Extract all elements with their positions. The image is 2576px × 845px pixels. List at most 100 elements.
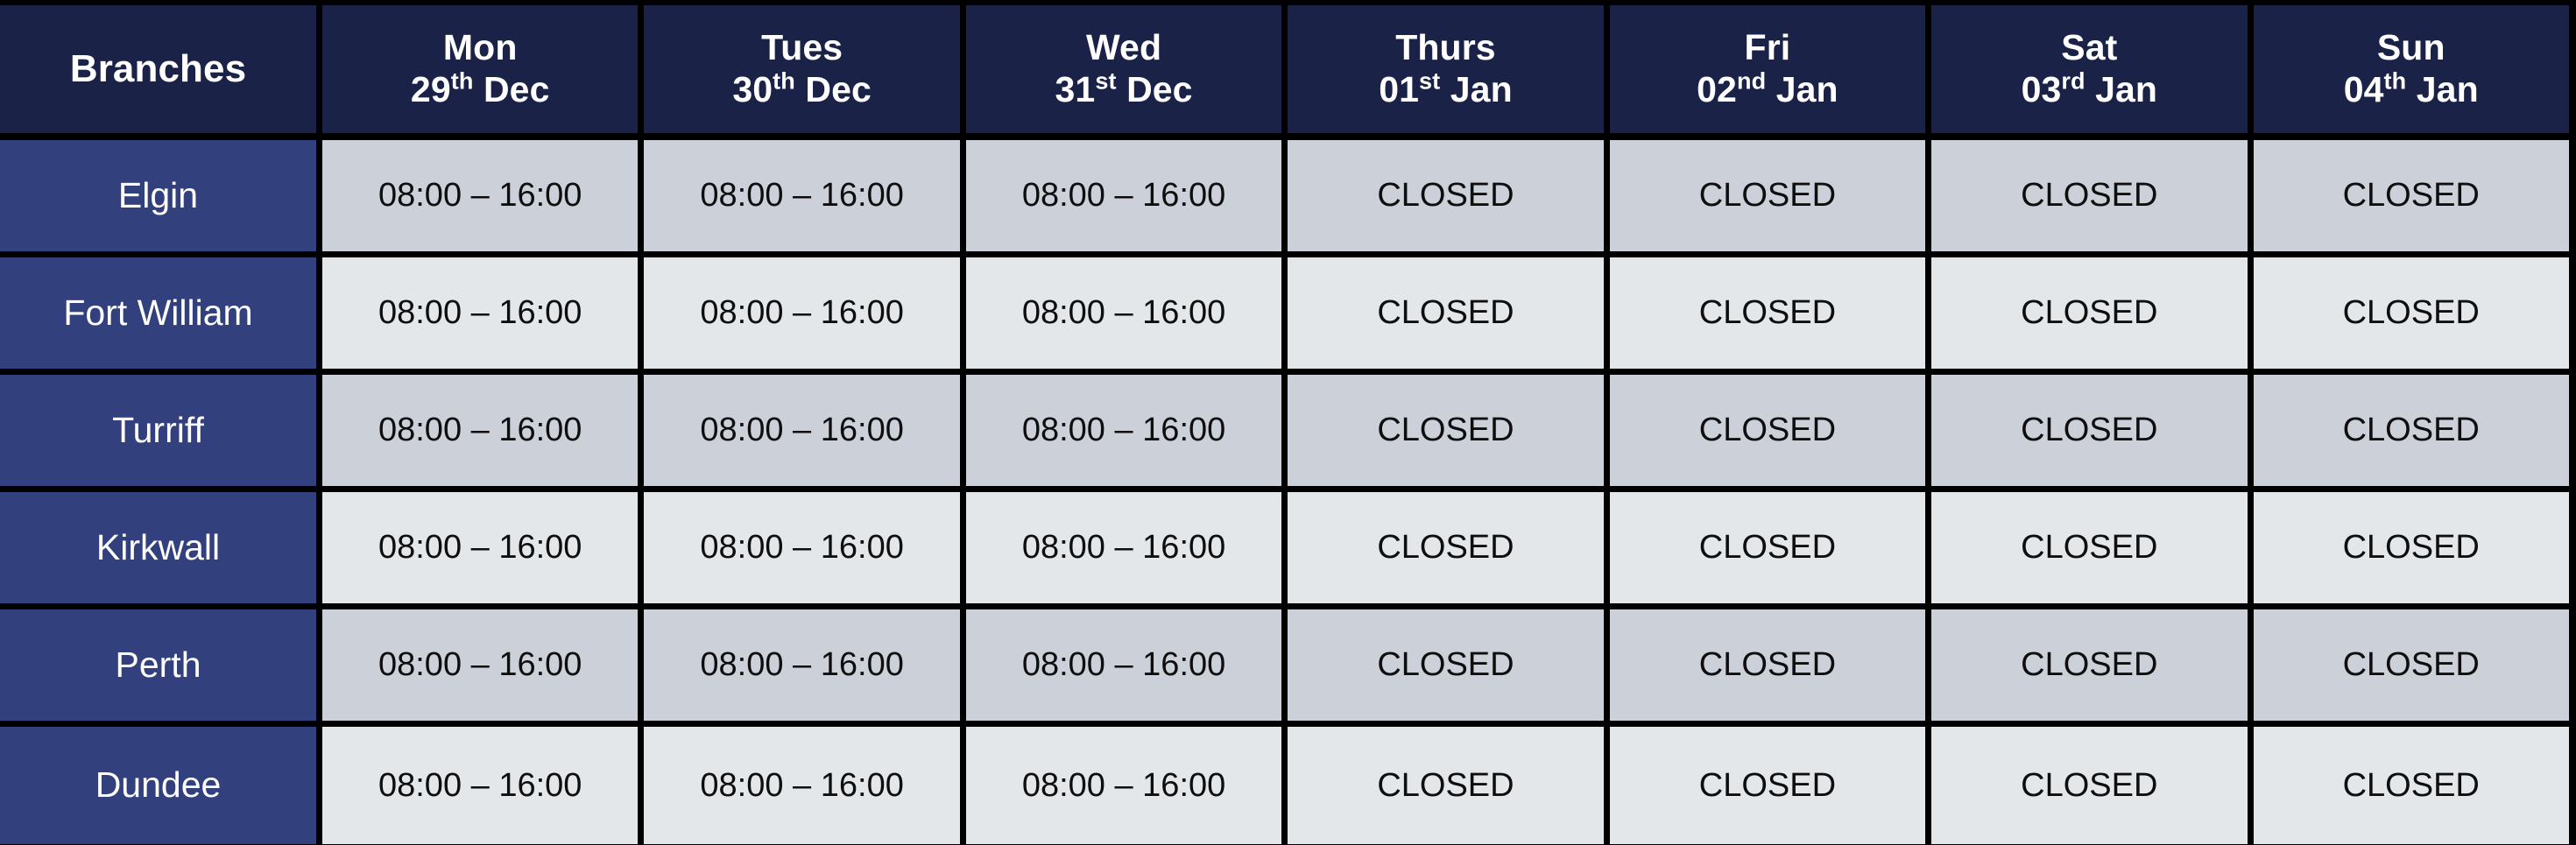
schedule-cell-mon: 08:00 – 16:00 xyxy=(322,609,645,727)
date-number: 31 xyxy=(1055,69,1096,109)
column-header-mon-date: 29th Dec xyxy=(411,69,550,110)
column-header-fri-day: Fri xyxy=(1744,27,1791,68)
schedule-cell-fri: CLOSED xyxy=(1609,140,1932,257)
column-header-wed: Wed 31st Dec xyxy=(965,5,1288,140)
date-month: Jan xyxy=(1766,69,1838,109)
schedule-value: CLOSED xyxy=(1698,412,1837,449)
schedule-cell-wed: 08:00 – 16:00 xyxy=(965,492,1288,609)
column-header-fri-date: 02nd Jan xyxy=(1697,67,1838,110)
column-header-mon-day: Mon xyxy=(442,27,518,68)
schedule-value: 08:00 – 16:00 xyxy=(378,412,582,449)
schedule-cell-fri: CLOSED xyxy=(1609,375,1932,492)
schedule-value: 08:00 – 16:00 xyxy=(1021,529,1226,567)
column-header-tues: Tues 30th Dec xyxy=(644,5,966,140)
schedule-cell-wed: 08:00 – 16:00 xyxy=(965,375,1288,492)
schedule-value: CLOSED xyxy=(2021,412,2158,449)
branch-name-cell: Perth xyxy=(0,609,322,727)
schedule-cell-mon: 08:00 – 16:00 xyxy=(322,140,645,257)
date-number: 03 xyxy=(2021,69,2062,109)
column-header-sun: Sun 04th Jan xyxy=(2253,5,2569,140)
schedule-value: CLOSED xyxy=(1377,412,1514,449)
column-header-wed-date: 31st Dec xyxy=(1055,69,1193,110)
schedule-value: CLOSED xyxy=(2021,177,2158,215)
schedule-cell-sun: CLOSED xyxy=(2253,140,2569,257)
schedule-cell-thurs: CLOSED xyxy=(1288,492,1610,609)
schedule-cell-thurs: CLOSED xyxy=(1288,375,1610,492)
branch-name-cell: Dundee xyxy=(0,727,322,844)
column-header-branches: Branches xyxy=(0,5,322,140)
column-header-thurs-day: Thurs xyxy=(1395,27,1496,68)
date-month: Dec xyxy=(1116,69,1193,109)
schedule-value: CLOSED xyxy=(2342,294,2480,332)
branch-name-label: Perth xyxy=(115,644,201,685)
schedule-value: 08:00 – 16:00 xyxy=(378,529,582,567)
schedule-cell-sun: CLOSED xyxy=(2253,257,2569,375)
schedule-value: 08:00 – 16:00 xyxy=(700,177,904,215)
table-header-row: Branches Mon 29th Dec Tues 30th Dec Wed … xyxy=(0,5,2569,140)
schedule-cell-wed: 08:00 – 16:00 xyxy=(965,257,1288,375)
schedule-cell-thurs: CLOSED xyxy=(1288,727,1610,844)
date-number: 30 xyxy=(732,69,773,109)
branch-name-cell: Turriff xyxy=(0,375,322,492)
date-number: 02 xyxy=(1697,69,1737,109)
column-header-branches-label: Branches xyxy=(69,47,247,91)
schedule-cell-mon: 08:00 – 16:00 xyxy=(322,727,645,844)
schedule-value: CLOSED xyxy=(2021,646,2158,684)
schedule-value: CLOSED xyxy=(1698,294,1837,332)
schedule-cell-sat: CLOSED xyxy=(1931,375,2254,492)
schedule-value: 08:00 – 16:00 xyxy=(1021,766,1226,804)
branch-name-label: Turriff xyxy=(112,409,204,450)
schedule-cell-sat: CLOSED xyxy=(1931,492,2254,609)
date-month: Jan xyxy=(1440,69,1513,109)
schedule-value: 08:00 – 16:00 xyxy=(378,766,582,804)
schedule-value: 08:00 – 16:00 xyxy=(1021,412,1226,449)
column-header-tues-day: Tues xyxy=(761,27,843,68)
schedule-cell-sat: CLOSED xyxy=(1931,727,2254,844)
schedule-value: 08:00 – 16:00 xyxy=(700,529,904,567)
date-ordinal: th xyxy=(773,67,795,95)
schedule-cell-fri: CLOSED xyxy=(1609,727,1932,844)
schedule-value: CLOSED xyxy=(2021,766,2158,804)
table-row: Elgin 08:00 – 16:00 08:00 – 16:00 08:00 … xyxy=(0,140,2569,257)
schedule-cell-sun: CLOSED xyxy=(2253,492,2569,609)
schedule-value: 08:00 – 16:00 xyxy=(378,294,582,332)
date-ordinal: nd xyxy=(1736,67,1767,95)
date-ordinal: rd xyxy=(2061,67,2086,95)
schedule-cell-mon: 08:00 – 16:00 xyxy=(322,492,645,609)
schedule-cell-fri: CLOSED xyxy=(1609,257,1932,375)
schedule-value: CLOSED xyxy=(2342,646,2480,684)
date-ordinal: st xyxy=(1419,67,1441,95)
branch-name-label: Fort William xyxy=(63,292,253,333)
schedule-value: CLOSED xyxy=(1377,177,1514,215)
schedule-cell-tues: 08:00 – 16:00 xyxy=(644,140,966,257)
date-month: Jan xyxy=(2406,69,2479,109)
date-month: Dec xyxy=(794,69,872,109)
schedule-value: 08:00 – 16:00 xyxy=(700,294,904,332)
table-row: Fort William 08:00 – 16:00 08:00 – 16:00… xyxy=(0,257,2569,375)
schedule-cell-mon: 08:00 – 16:00 xyxy=(322,375,645,492)
schedule-value: CLOSED xyxy=(1377,766,1514,804)
schedule-cell-wed: 08:00 – 16:00 xyxy=(965,609,1288,727)
schedule-value: CLOSED xyxy=(2021,529,2158,567)
column-header-fri: Fri 02nd Jan xyxy=(1609,5,1932,140)
branch-name-label: Kirkwall xyxy=(95,526,221,567)
schedule-value: CLOSED xyxy=(2342,177,2480,215)
branch-name-cell: Kirkwall xyxy=(0,492,322,609)
date-number: 04 xyxy=(2343,69,2384,109)
schedule-cell-sat: CLOSED xyxy=(1931,257,2254,375)
column-header-sat-date: 03rd Jan xyxy=(2021,67,2158,110)
schedule-cell-sat: CLOSED xyxy=(1931,140,2254,257)
table-row: Turriff 08:00 – 16:00 08:00 – 16:00 08:0… xyxy=(0,375,2569,492)
branch-name-label: Dundee xyxy=(95,764,222,806)
schedule-value: 08:00 – 16:00 xyxy=(700,766,904,804)
schedule-cell-tues: 08:00 – 16:00 xyxy=(644,609,966,727)
schedule-cell-wed: 08:00 – 16:00 xyxy=(965,727,1288,844)
column-header-wed-day: Wed xyxy=(1086,27,1162,68)
column-header-thurs: Thurs 01st Jan xyxy=(1288,5,1610,140)
schedule-cell-tues: 08:00 – 16:00 xyxy=(644,375,966,492)
schedule-cell-sun: CLOSED xyxy=(2253,609,2569,727)
date-month: Dec xyxy=(473,69,550,109)
branch-name-label: Elgin xyxy=(117,174,199,215)
table-row: Dundee 08:00 – 16:00 08:00 – 16:00 08:00… xyxy=(0,727,2569,844)
